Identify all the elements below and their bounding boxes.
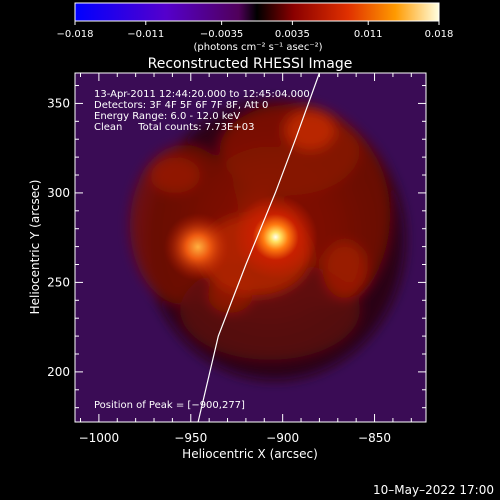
x-tick-label: −950 — [174, 431, 207, 445]
x-axis-label: Heliocentric X (arcsec) — [182, 447, 318, 461]
colorbar: −0.018 −0.011 −0.0035 0.0035 0.011 0.018 (pho… — [56, 2, 453, 53]
colorbar-tick-label: 0.011 — [354, 29, 383, 40]
colorbar-gradient — [74, 2, 440, 22]
chart-title: Reconstructed RHESSI Image — [148, 56, 353, 72]
y-tick-label: 350 — [47, 96, 70, 110]
y-tick-label: 250 — [47, 275, 70, 289]
peak-source-blob — [233, 195, 318, 280]
annotation-time-range: 13-Apr-2011 12:44:20.000 to 12:45:04.000 — [94, 89, 310, 100]
annotation-detectors: Detectors: 3F 4F 5F 6F 7F 8F, Att 0 — [94, 100, 268, 111]
y-tick-label: 300 — [47, 186, 70, 200]
colorbar-tick-label: −0.018 — [56, 29, 93, 40]
colorbar-tick-label: −0.0035 — [200, 29, 243, 40]
x-tick-label: −850 — [358, 431, 391, 445]
colorbar-tick-label: 0.018 — [425, 29, 454, 40]
secondary-source-blob — [163, 212, 232, 281]
colorbar-tick-label: 0.0035 — [275, 29, 310, 40]
annotation-energy-range: Energy Range: 6.0 - 12.0 keV — [94, 111, 240, 122]
y-axis: 200 250 300 350 — [47, 85, 426, 409]
x-tick-label: −900 — [266, 431, 299, 445]
plot-frame — [74, 72, 427, 423]
footer-timestamp: 10–May–2022 17:00 — [373, 483, 494, 497]
colorbar-units-label: (photons cm⁻² s⁻¹ asec⁻²) — [193, 42, 322, 53]
y-axis-label: Heliocentric Y (arcsec) — [28, 180, 42, 315]
heatmap-image — [75, 73, 426, 422]
colorbar-ticks: −0.018 −0.011 −0.0035 0.0035 0.011 0.018 — [56, 21, 453, 40]
y-tick-label: 200 — [47, 365, 70, 379]
colorbar-tick-label: −0.011 — [127, 29, 164, 40]
annotation-block: 13-Apr-2011 12:44:20.000 to 12:45:04.000… — [94, 89, 310, 133]
annotation-clean-counts: Clean Total counts: 7.73E+03 — [94, 122, 254, 133]
solar-limb-line — [197, 73, 320, 422]
x-tick-label: −1000 — [79, 431, 120, 445]
x-axis: −1000 −950 −900 −850 — [79, 73, 412, 445]
peak-position-label: Position of Peak = [−900,277] — [94, 400, 245, 411]
